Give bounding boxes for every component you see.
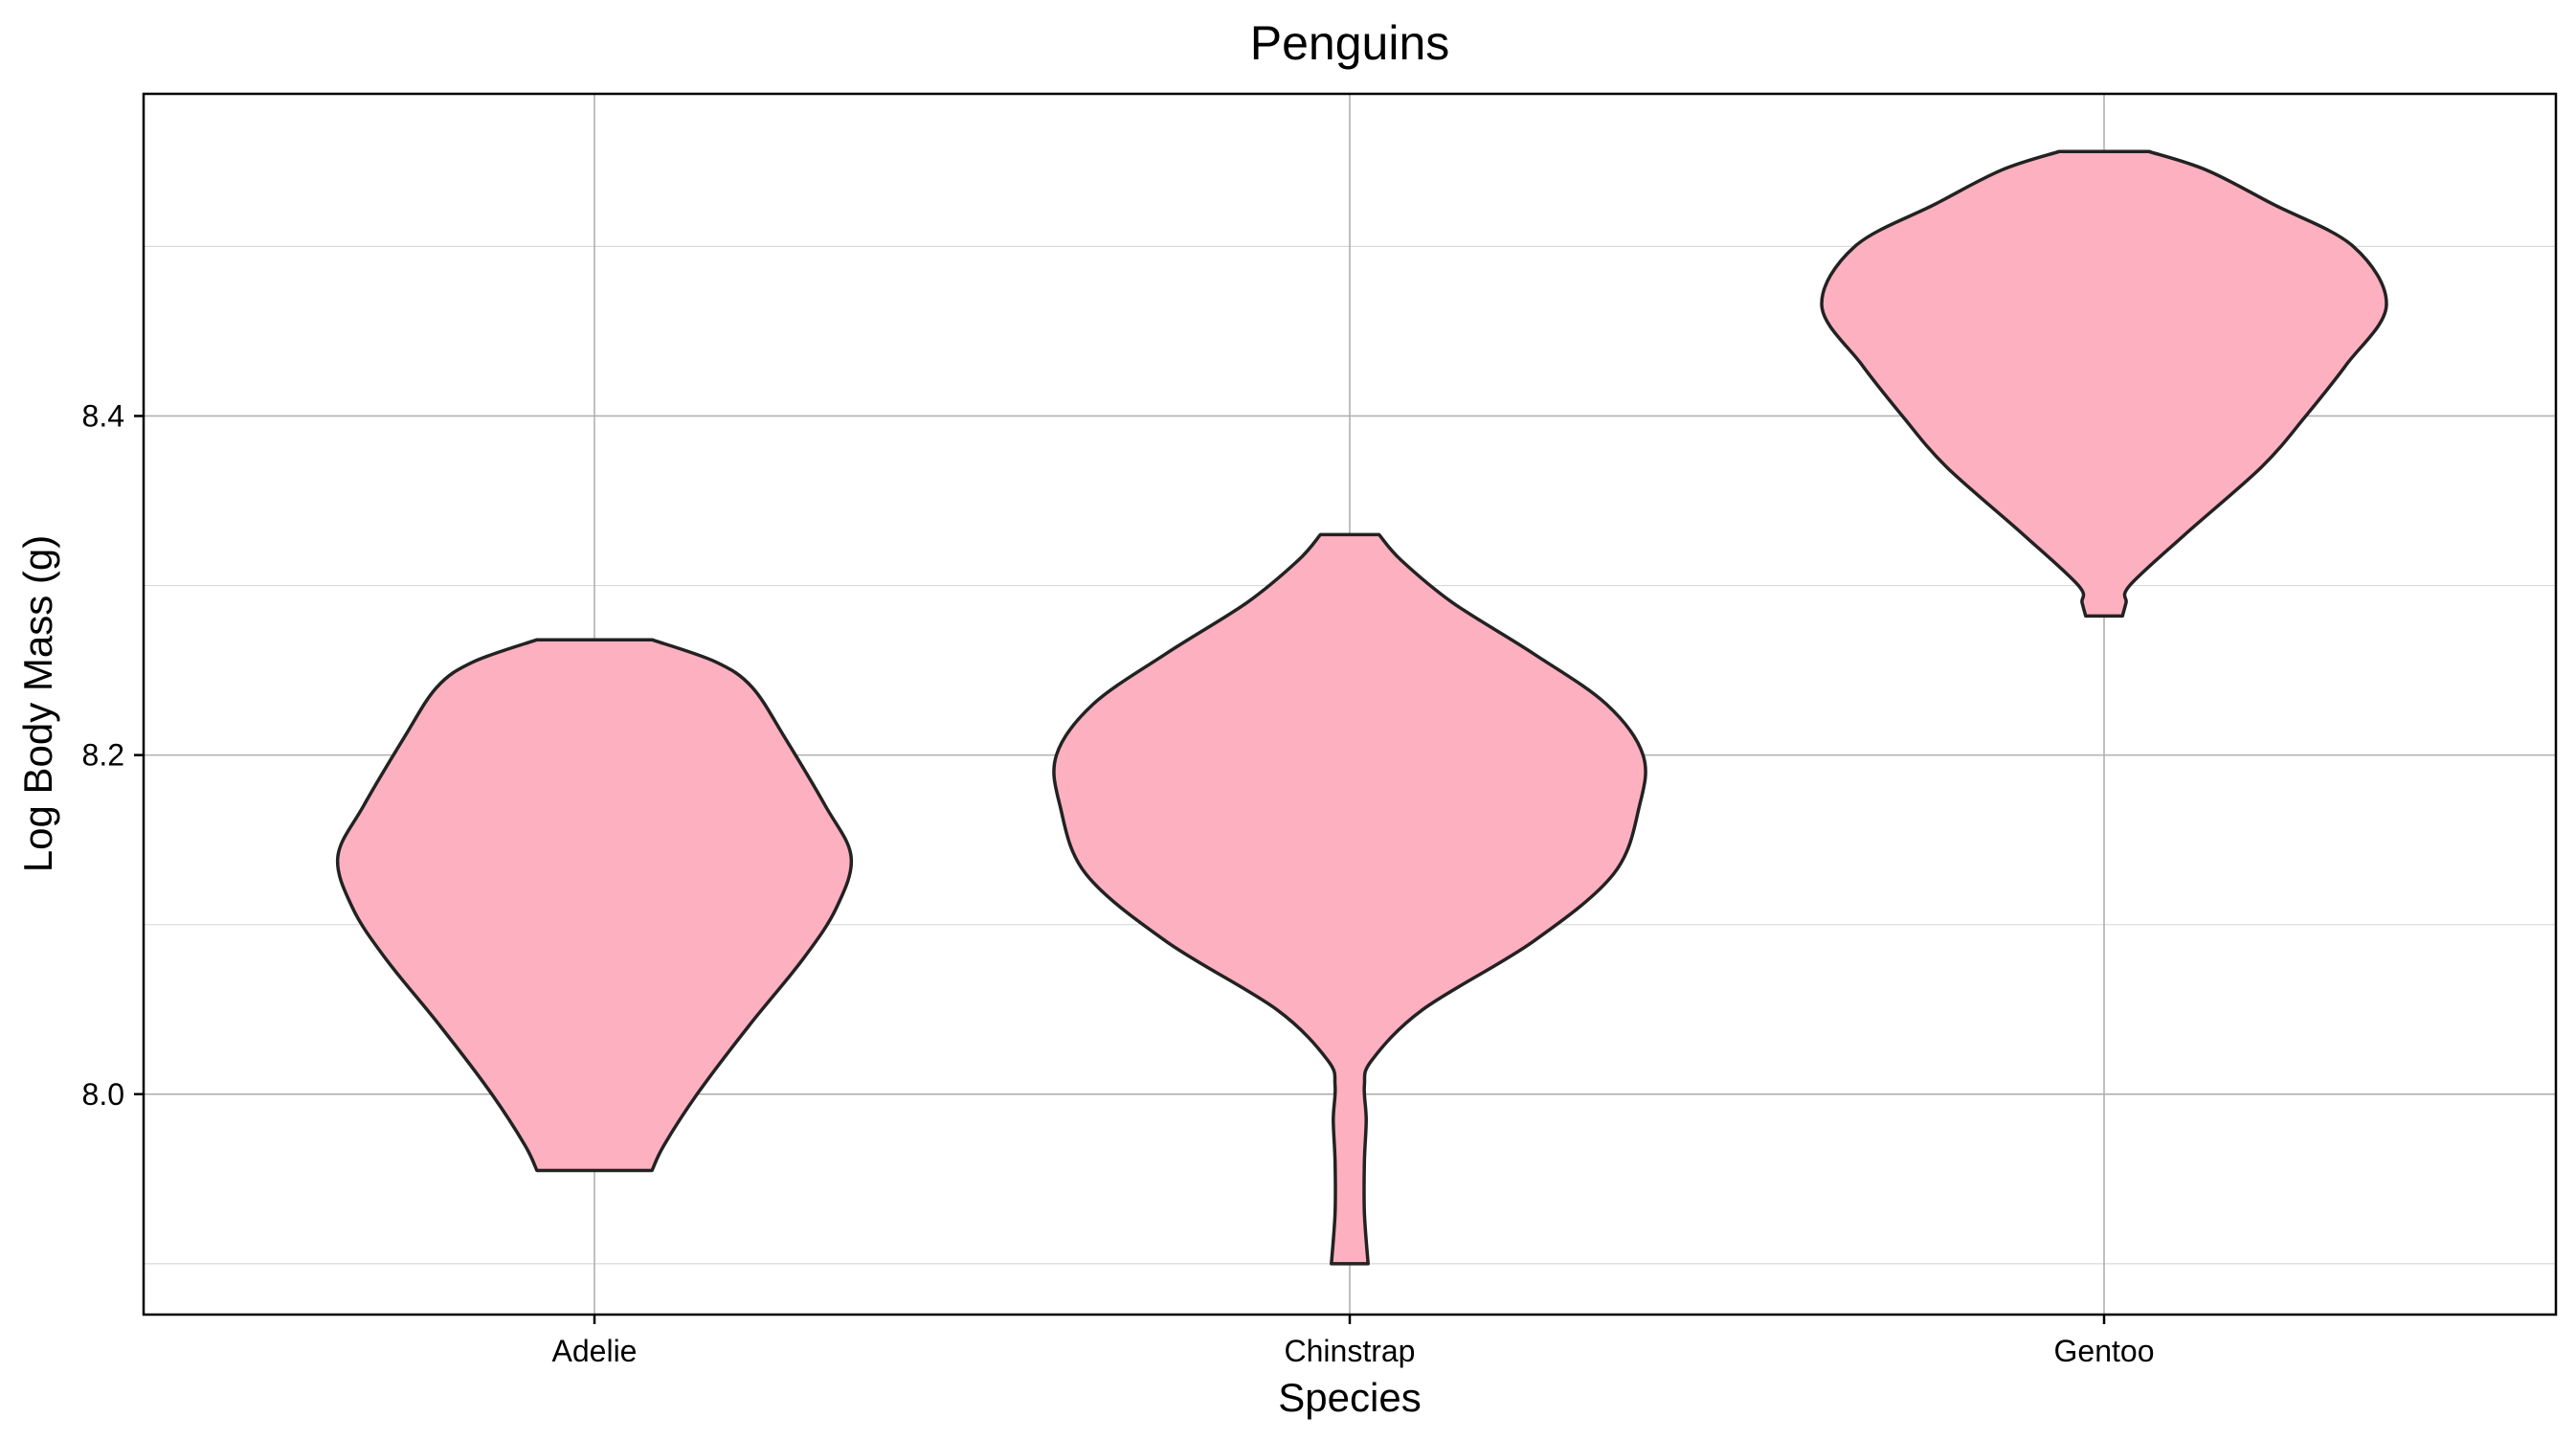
y-tick-label: 8.0 — [82, 1077, 124, 1112]
violin-gentoo — [1820, 149, 2388, 619]
violins — [335, 149, 2388, 1266]
violin-adelie — [335, 638, 854, 1173]
x-tick-label: Chinstrap — [1285, 1334, 1416, 1368]
x-axis-label: Species — [1278, 1375, 1421, 1420]
y-axis-label: Log Body Mass (g) — [15, 535, 60, 873]
y-tick-label: 8.4 — [82, 398, 124, 433]
x-tick-label: Adelie — [552, 1334, 638, 1368]
chart-title: Penguins — [1250, 16, 1450, 70]
violin-chinstrap — [1052, 532, 1647, 1266]
x-tick-label: Gentoo — [2054, 1334, 2155, 1368]
y-tick-label: 8.2 — [82, 738, 124, 773]
axis-ticks: 8.0 8.2 8.4 Adelie Chinstrap Gentoo — [82, 398, 2155, 1368]
